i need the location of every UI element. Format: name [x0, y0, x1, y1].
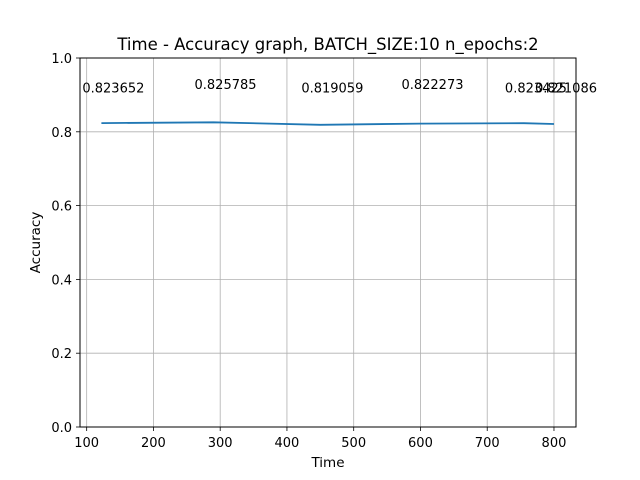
- y-tick-label: 1.0: [51, 52, 72, 67]
- y-tick-label: 0.0: [51, 421, 72, 436]
- x-tick-label: 100: [74, 436, 99, 451]
- y-axis: 0.0 0.2 0.4 0.6 0.8 1.0: [51, 52, 80, 436]
- y-tick-label: 0.6: [51, 200, 72, 215]
- y-tick-label: 0.2: [51, 347, 72, 362]
- data-label: 0.821086: [535, 82, 597, 97]
- x-tick-label: 200: [141, 436, 166, 451]
- data-label: 0.825785: [195, 78, 257, 93]
- x-tick-label: 600: [408, 436, 433, 451]
- x-axis-label: Time: [310, 455, 344, 471]
- y-axis-label: Accuracy: [28, 212, 44, 274]
- data-label: 0.823652: [82, 82, 144, 97]
- data-label: 0.822273: [401, 78, 463, 93]
- y-tick-label: 0.8: [51, 126, 72, 141]
- plot-frame: [79, 57, 577, 428]
- accuracy-line: [101, 121, 555, 126]
- x-tick-label: 400: [275, 436, 300, 451]
- x-axis: 100 200 300 400 500 600 700 800: [74, 427, 566, 451]
- annotation-layer: 0.823652 0.825785 0.819059 0.822273 0.823425…: [82, 78, 597, 97]
- x-tick-label: 500: [341, 436, 366, 451]
- y-tick-label: 0.4: [51, 273, 72, 288]
- x-tick-label: 700: [475, 436, 500, 451]
- chart-title: Time - Accuracy graph, BATCH_SIZE:10 n_e…: [116, 35, 538, 55]
- data-label: 0.819059: [301, 82, 363, 97]
- data-label: 0.823425: [505, 82, 567, 97]
- x-tick-label: 800: [542, 436, 567, 451]
- x-tick-label: 300: [208, 436, 233, 451]
- series-layer: [101, 121, 555, 126]
